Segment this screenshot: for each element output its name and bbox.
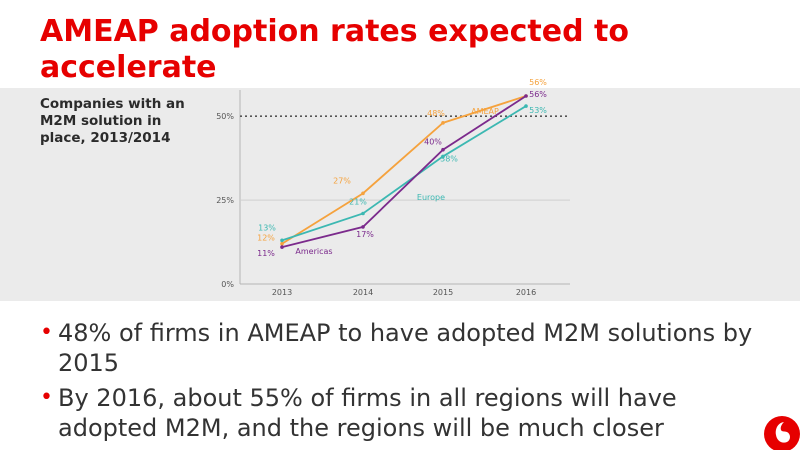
series-name-label-europe: Europe	[417, 193, 445, 202]
data-label-europe: 21%	[349, 198, 367, 207]
data-label-americas: 40%	[424, 138, 442, 147]
data-label-europe: 13%	[258, 223, 276, 232]
series-line-europe	[281, 105, 527, 242]
data-label-americas: 56%	[529, 90, 547, 99]
slide-title: AMEAP adoption rates expected to acceler…	[40, 14, 629, 85]
bullet-list: • 48% of firms in AMEAP to have adopted …	[40, 318, 780, 448]
data-label-ameap: 48%	[427, 109, 445, 118]
data-point-europe	[361, 211, 365, 216]
series-name-label-americas: Americas	[295, 247, 332, 256]
bullet-item: • 48% of firms in AMEAP to have adopted …	[40, 318, 780, 378]
bullet-text: By 2016, about 55% of firms in all regio…	[58, 384, 677, 442]
data-point-americas	[361, 225, 365, 229]
x-tick-label: 2014	[353, 288, 373, 297]
data-label-ameap: 12%	[257, 234, 275, 243]
series-name-label-ameap: AMEAP	[471, 107, 499, 116]
vodafone-logo-icon	[764, 416, 800, 450]
x-tick-label: 2016	[516, 288, 536, 297]
data-point-europe	[441, 154, 445, 159]
data-point-americas	[524, 94, 528, 98]
data-point-ameap	[361, 191, 365, 196]
y-tick-label: 25%	[216, 196, 234, 205]
data-label-ameap: 56%	[529, 78, 547, 87]
data-label-americas: 17%	[356, 230, 374, 239]
data-point-americas	[280, 245, 284, 249]
data-point-americas	[441, 147, 445, 152]
y-tick-label: 50%	[216, 112, 234, 121]
x-tick-label: 2015	[433, 288, 453, 297]
bullet-item: • By 2016, about 55% of firms in all reg…	[40, 383, 780, 443]
series-line-ameap	[281, 95, 527, 245]
bullet-icon: •	[40, 320, 53, 345]
bullet-icon: •	[40, 385, 53, 410]
data-point-ameap	[280, 241, 284, 246]
chart-side-label: Companies with an M2M solution in place,…	[40, 96, 185, 146]
series-line-americas	[281, 95, 527, 248]
data-label-europe: 38%	[440, 154, 458, 163]
data-label-ameap: 27%	[333, 176, 351, 185]
x-tick-label: 2013	[272, 288, 292, 297]
data-label-europe: 53%	[529, 106, 547, 115]
data-point-ameap	[441, 121, 445, 125]
data-point-europe	[280, 238, 284, 243]
bullet-text: 48% of firms in AMEAP to have adopted M2…	[58, 319, 753, 377]
data-point-europe	[524, 104, 528, 108]
data-label-americas: 11%	[257, 249, 275, 258]
y-tick-label: 0%	[221, 280, 234, 289]
chart-band	[0, 88, 800, 301]
